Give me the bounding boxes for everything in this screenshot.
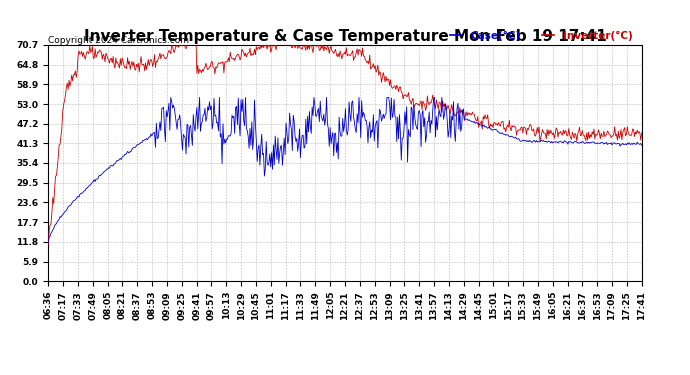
Text: Copyright 2024 Cartronics.com: Copyright 2024 Cartronics.com (48, 36, 189, 45)
Legend: Case(°C), Inverter(°C): Case(°C), Inverter(°C) (446, 27, 636, 45)
Title: Inverter Temperature & Case Temperature Mon Feb 19 17:41: Inverter Temperature & Case Temperature … (83, 29, 607, 44)
